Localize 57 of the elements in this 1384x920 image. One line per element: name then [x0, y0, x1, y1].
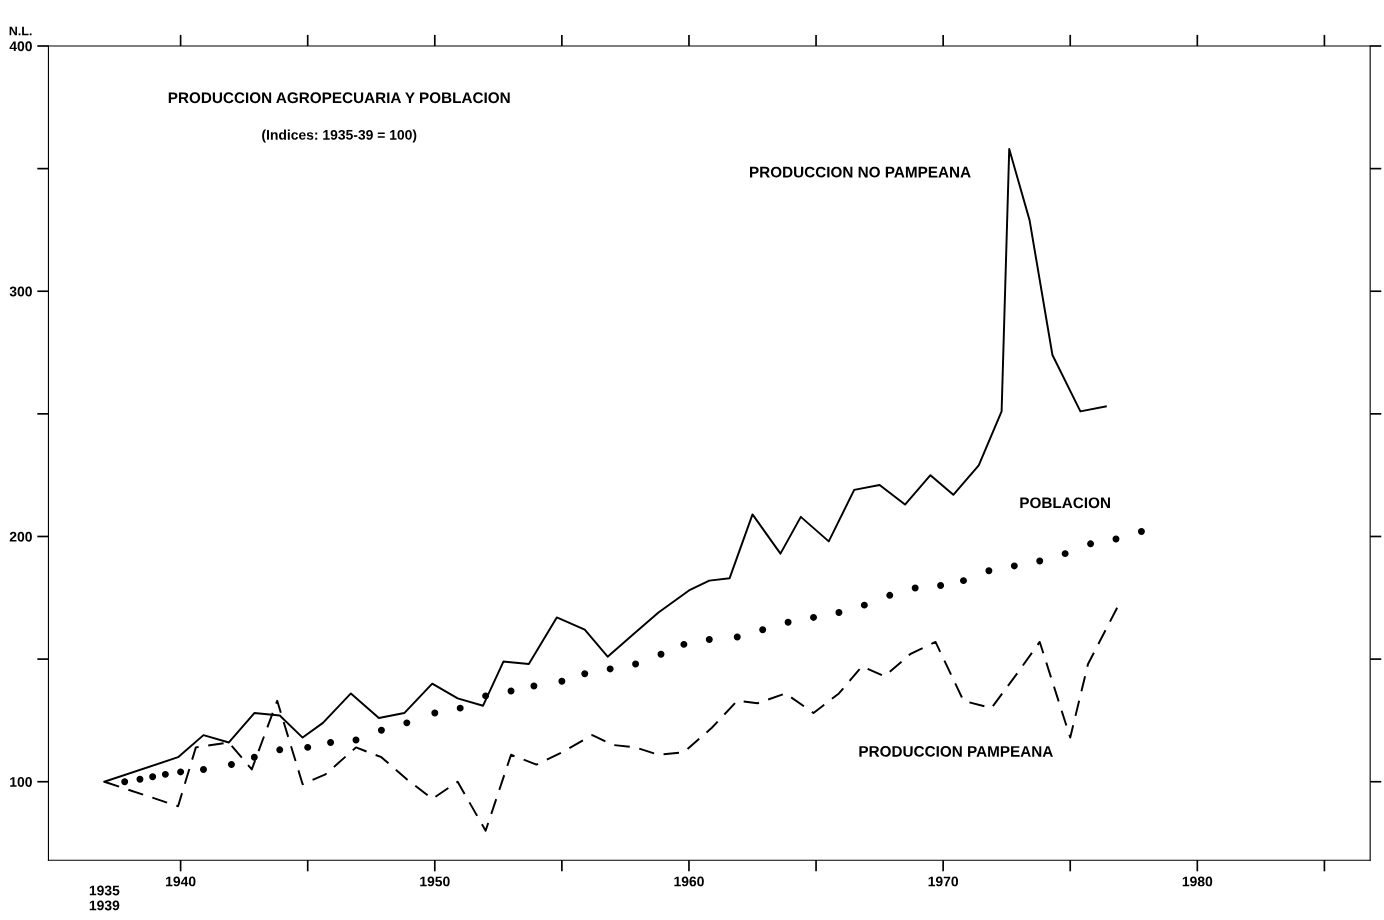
point [1061, 550, 1069, 558]
point [705, 636, 713, 643]
point [759, 626, 767, 634]
point [456, 704, 464, 712]
point [960, 577, 967, 585]
point [606, 665, 614, 673]
point [1036, 557, 1044, 565]
point [680, 640, 688, 648]
point [911, 584, 919, 592]
point [1087, 540, 1095, 548]
point [276, 746, 284, 754]
point [1137, 528, 1145, 536]
point [161, 770, 169, 778]
point [403, 719, 411, 727]
x-tick-label: 1970 [928, 876, 959, 887]
text: (Indices: 1935-39 = 100) [262, 129, 417, 143]
text: PRODUCCION NO PAMPEANA [750, 166, 971, 178]
point [136, 775, 144, 783]
point [250, 753, 258, 761]
point [886, 591, 894, 599]
y-tick-label: 100 [10, 777, 32, 787]
point [149, 773, 157, 781]
point [1010, 562, 1018, 570]
point [860, 601, 868, 609]
y-tick-label: 200 [9, 531, 32, 542]
point [810, 613, 817, 621]
point [431, 709, 439, 717]
x-tick-label: 1940 [166, 876, 196, 887]
x-tick-label: 1980 [1182, 876, 1213, 887]
point [985, 567, 993, 575]
point [377, 726, 385, 734]
point [835, 609, 843, 616]
text: 1935 1939 [89, 885, 120, 911]
series-label: PRODUCCION PAMPEANA [859, 745, 1053, 757]
point [784, 618, 792, 626]
point [327, 739, 335, 746]
point [581, 670, 589, 678]
y-axis-title: N.L. [9, 26, 32, 36]
point [1112, 535, 1120, 543]
x-tick-label: 1950 [420, 876, 450, 887]
y-tick-label: 300 [9, 286, 32, 297]
point [227, 761, 235, 769]
point [200, 765, 207, 773]
point [482, 692, 490, 700]
point [177, 768, 185, 776]
point [121, 778, 129, 786]
point [733, 633, 741, 641]
point [530, 682, 538, 690]
point [558, 677, 566, 685]
x-tick-label: 1960 [674, 876, 704, 887]
series-label: POBLACION [1020, 497, 1110, 509]
point [304, 743, 312, 751]
point [632, 660, 640, 668]
point [937, 582, 945, 590]
text: PRODUCCION AGROPECUARIA Y POBLACION [168, 92, 510, 104]
point [657, 650, 665, 658]
y-tick-label: 400 [9, 41, 32, 52]
